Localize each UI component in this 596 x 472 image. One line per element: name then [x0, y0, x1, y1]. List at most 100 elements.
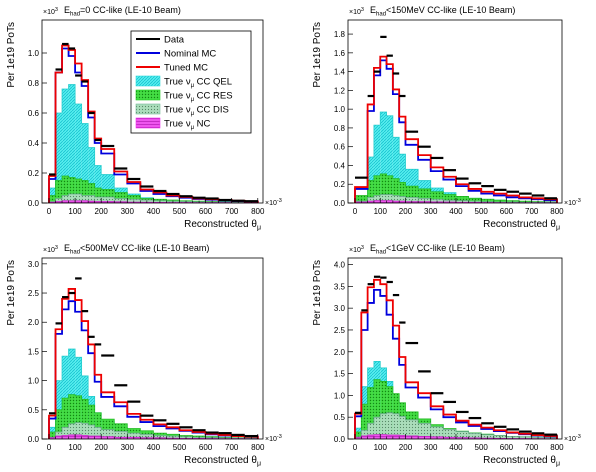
bar-dis [392, 413, 400, 439]
bar-nc [367, 435, 374, 439]
y-tick-label: 1.2 [334, 86, 346, 95]
y-exponent-label: ×103 [349, 7, 364, 16]
x-tick-label: 400 [449, 443, 463, 452]
line-tuned-mc [354, 55, 558, 203]
bar-res [68, 394, 76, 439]
chart-panel-4: 0 100 200 300 400 500 600 700 800 0.0 0.5 1.0 1.5 2.0… [312, 243, 581, 468]
bar-dis [399, 416, 406, 439]
bar-nc [81, 200, 89, 203]
bar-nc [355, 437, 362, 439]
y-axis-title: Per 1e19 PoTs [312, 22, 323, 88]
bar-qel [62, 356, 69, 439]
bar-dis [392, 195, 400, 203]
bar-nc [55, 201, 63, 203]
bar-res [75, 179, 82, 203]
y-tick-label: 0.8 [334, 124, 346, 133]
bar-dis [373, 195, 381, 203]
y-tick-label: 2.5 [28, 289, 40, 298]
outline-dis [354, 412, 558, 439]
x-tick-label: 700 [525, 207, 539, 216]
bar-qel [392, 137, 400, 203]
bar-dis [114, 431, 128, 439]
bar-nc [88, 201, 95, 203]
y-tick-label: 0.8 [28, 79, 40, 88]
bar-res [367, 180, 374, 203]
bar-dis [367, 423, 374, 439]
x-tick-label: 300 [121, 207, 135, 216]
bar-nc [75, 434, 82, 439]
x-axis-title: Reconstructed θμ [483, 455, 560, 468]
bar-nc [380, 200, 387, 203]
y-tick-label: 0.2 [28, 169, 40, 178]
bar-dis [386, 194, 393, 203]
x-tick-label: 200 [95, 207, 109, 216]
bar-res [373, 175, 381, 203]
bar-nc [392, 201, 400, 203]
bar-dis [68, 194, 76, 203]
legend-swatch [135, 103, 161, 115]
bar-dis [399, 196, 406, 203]
line-tuned-mc [354, 278, 558, 439]
bar-res [367, 387, 374, 439]
bar-qel [55, 113, 63, 203]
bar-dis [75, 194, 82, 203]
bar-res [386, 175, 393, 203]
x-tick-label: 600 [500, 207, 514, 216]
bar-res [88, 183, 95, 203]
x-tick-label: 0 [353, 443, 358, 452]
plot-frame [347, 257, 563, 440]
plot-frame [347, 19, 563, 204]
y-tick-label: 2.0 [334, 348, 346, 357]
y-tick-label: 0.0 [334, 435, 346, 444]
bar-dis [380, 194, 387, 203]
y-tick-label: 0.2 [334, 180, 346, 189]
bar-res [114, 192, 128, 203]
plot-frame [41, 19, 264, 204]
bar-nc [75, 200, 82, 203]
bar-dis [101, 197, 115, 203]
bar-res [75, 395, 82, 439]
bar-dis [55, 198, 63, 203]
bar-dis [468, 433, 482, 439]
bar-dis [455, 431, 469, 439]
x-tick-label: 100 [374, 443, 388, 452]
bar-res [81, 180, 89, 203]
x-exponent-label: ×10-3 [265, 434, 282, 443]
bar-res [355, 195, 368, 203]
x-tick-label: 500 [173, 443, 187, 452]
x-tick-label: 500 [475, 443, 489, 452]
bar-dis [405, 197, 419, 203]
bar-nc [55, 436, 63, 439]
x-axis-title: Reconstructed θμ [184, 219, 261, 232]
y-tick-label: 2.0 [28, 318, 40, 327]
y-tick-label: 1.8 [334, 30, 346, 39]
bar-dis [101, 429, 115, 439]
bar-qel [81, 123, 89, 203]
x-tick-label: 500 [475, 207, 489, 216]
bar-nc [399, 435, 406, 439]
x-tick-label: 100 [374, 207, 388, 216]
legend-label: Tuned MC [164, 63, 208, 74]
bar-nc [49, 437, 56, 439]
bar-qel [380, 111, 387, 203]
bar-qel [367, 157, 374, 203]
bar-nc [399, 201, 406, 203]
x-tick-label: 300 [424, 207, 438, 216]
chart-panel-2: 0 100 200 300 400 500 600 700 800 0.0 0.2 0.4 0.6 0.8… [312, 5, 581, 232]
legend-label: True νμ NC [164, 119, 211, 132]
y-tick-label: 1.4 [334, 68, 346, 77]
legend-swatch [135, 75, 161, 87]
bar-res [68, 177, 76, 203]
x-tick-label: 700 [225, 443, 239, 452]
x-tick-label: 600 [500, 443, 514, 452]
y-tick-label: 1.0 [334, 105, 346, 114]
y-axis-title: Per 1e19 PoTs [312, 260, 323, 326]
y-tick-label: 3.0 [334, 304, 346, 313]
x-tick-label: 600 [199, 443, 213, 452]
x-tick-label: 100 [68, 207, 82, 216]
x-tick-label: 0 [47, 207, 52, 216]
bar-nc [94, 201, 102, 203]
bar-dis [405, 419, 419, 439]
x-tick-label: 800 [251, 207, 265, 216]
